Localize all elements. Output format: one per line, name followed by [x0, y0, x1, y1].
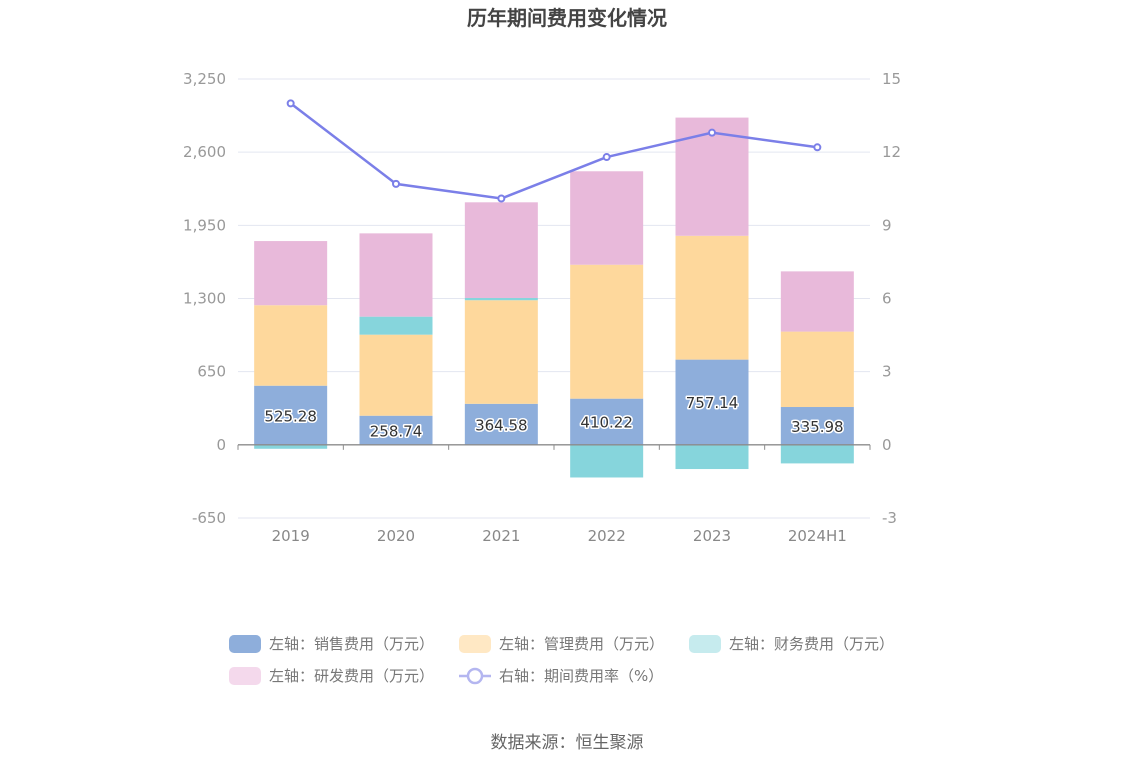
right-tick-label: 0	[882, 436, 892, 454]
left-tick-label: 650	[197, 363, 226, 381]
legend-label: 左轴：财务费用（万元）	[729, 635, 894, 653]
x-tick-label: 2022	[588, 527, 626, 545]
bar-segment	[780, 331, 854, 408]
bar-value-label: 757.14	[686, 394, 739, 412]
bar-segment	[675, 235, 749, 360]
rate-point	[602, 153, 611, 162]
legend-swatch	[459, 635, 491, 653]
right-tick-label: 3	[882, 363, 892, 381]
legend-label: 左轴：管理费用（万元）	[499, 635, 664, 653]
bar-segment	[464, 202, 538, 298]
bar-segment	[780, 444, 854, 464]
bar-segment	[464, 300, 538, 404]
x-tick-label: 2021	[482, 527, 520, 545]
bar-value-label: 335.98	[791, 418, 844, 436]
right-axis: 15 12 9 6 3 0 -3	[882, 70, 901, 527]
left-tick-label: 0	[216, 436, 226, 454]
left-tick-label: 3,250	[183, 70, 226, 88]
x-axis: 2019 2020 2021 2022 2023 2024H1	[237, 444, 871, 545]
bar-segment	[675, 359, 749, 445]
data-source: 数据来源：恒生聚源	[491, 733, 644, 753]
bar-labels: 525.28 258.74 364.58 410.22 757.14 335.98	[263, 393, 845, 442]
left-tick-label: 1,300	[183, 290, 226, 308]
bar-segment	[359, 316, 433, 335]
legend: 左轴：销售费用（万元） 左轴：管理费用（万元） 左轴：财务费用（万元） 左轴：研发费用…	[229, 635, 894, 685]
bar-segment	[359, 415, 433, 445]
rate-line-path	[289, 102, 818, 200]
legend-swatch	[229, 635, 261, 653]
rate-point	[813, 143, 822, 152]
rate-point	[392, 179, 400, 188]
bar-value-label: 525.28	[264, 407, 317, 425]
bar-segment	[780, 271, 854, 332]
rate-point	[708, 128, 716, 137]
legend-point-swatch	[466, 667, 484, 685]
bar-segment	[570, 264, 644, 399]
bar-segment	[254, 305, 328, 386]
bar-segment	[780, 407, 854, 445]
bar-segment	[254, 241, 328, 306]
chart-title: 历年期间费用变化情况	[467, 6, 667, 30]
bar-segment	[570, 171, 644, 265]
left-axis: 3,250 2,600 1,950 1,300 650 0 -650	[183, 70, 226, 527]
right-tick-label: 9	[882, 216, 892, 234]
rate-line	[286, 99, 822, 203]
left-tick-label: 2,600	[183, 143, 226, 161]
right-tick-label: 6	[882, 290, 892, 308]
bar-value-label: 258.74	[370, 422, 423, 440]
legend-label: 左轴：销售费用（万元）	[269, 635, 434, 653]
right-tick-label: 15	[882, 70, 901, 88]
bar-segment	[254, 385, 328, 445]
rate-point	[497, 194, 506, 203]
right-tick-label: 12	[882, 143, 901, 161]
bar-segment	[359, 334, 433, 416]
left-tick-label: -650	[192, 509, 226, 527]
legend-swatch	[689, 635, 721, 653]
bar-segment	[675, 444, 749, 470]
legend-label: 右轴：期间费用率（%）	[499, 667, 663, 685]
rate-point	[286, 99, 295, 108]
x-tick-label: 2019	[272, 527, 310, 545]
x-tick-label: 2020	[377, 527, 415, 545]
bar-segment	[254, 444, 328, 449]
right-tick-label: -3	[882, 509, 897, 527]
x-tick-label: 2024H1	[788, 527, 847, 545]
grid	[238, 78, 870, 519]
bars	[254, 117, 854, 478]
bar-segment	[464, 297, 538, 301]
bar-segment	[359, 233, 433, 317]
bar-value-label: 410.22	[580, 414, 633, 432]
legend-label: 左轴：研发费用（万元）	[269, 667, 434, 685]
x-tick-label: 2023	[693, 527, 731, 545]
bar-segment	[570, 444, 644, 478]
bar-value-label: 364.58	[475, 416, 528, 434]
bar-segment	[570, 398, 644, 445]
legend-swatch	[229, 667, 261, 685]
bar-segment	[464, 403, 538, 445]
left-tick-label: 1,950	[183, 216, 226, 234]
